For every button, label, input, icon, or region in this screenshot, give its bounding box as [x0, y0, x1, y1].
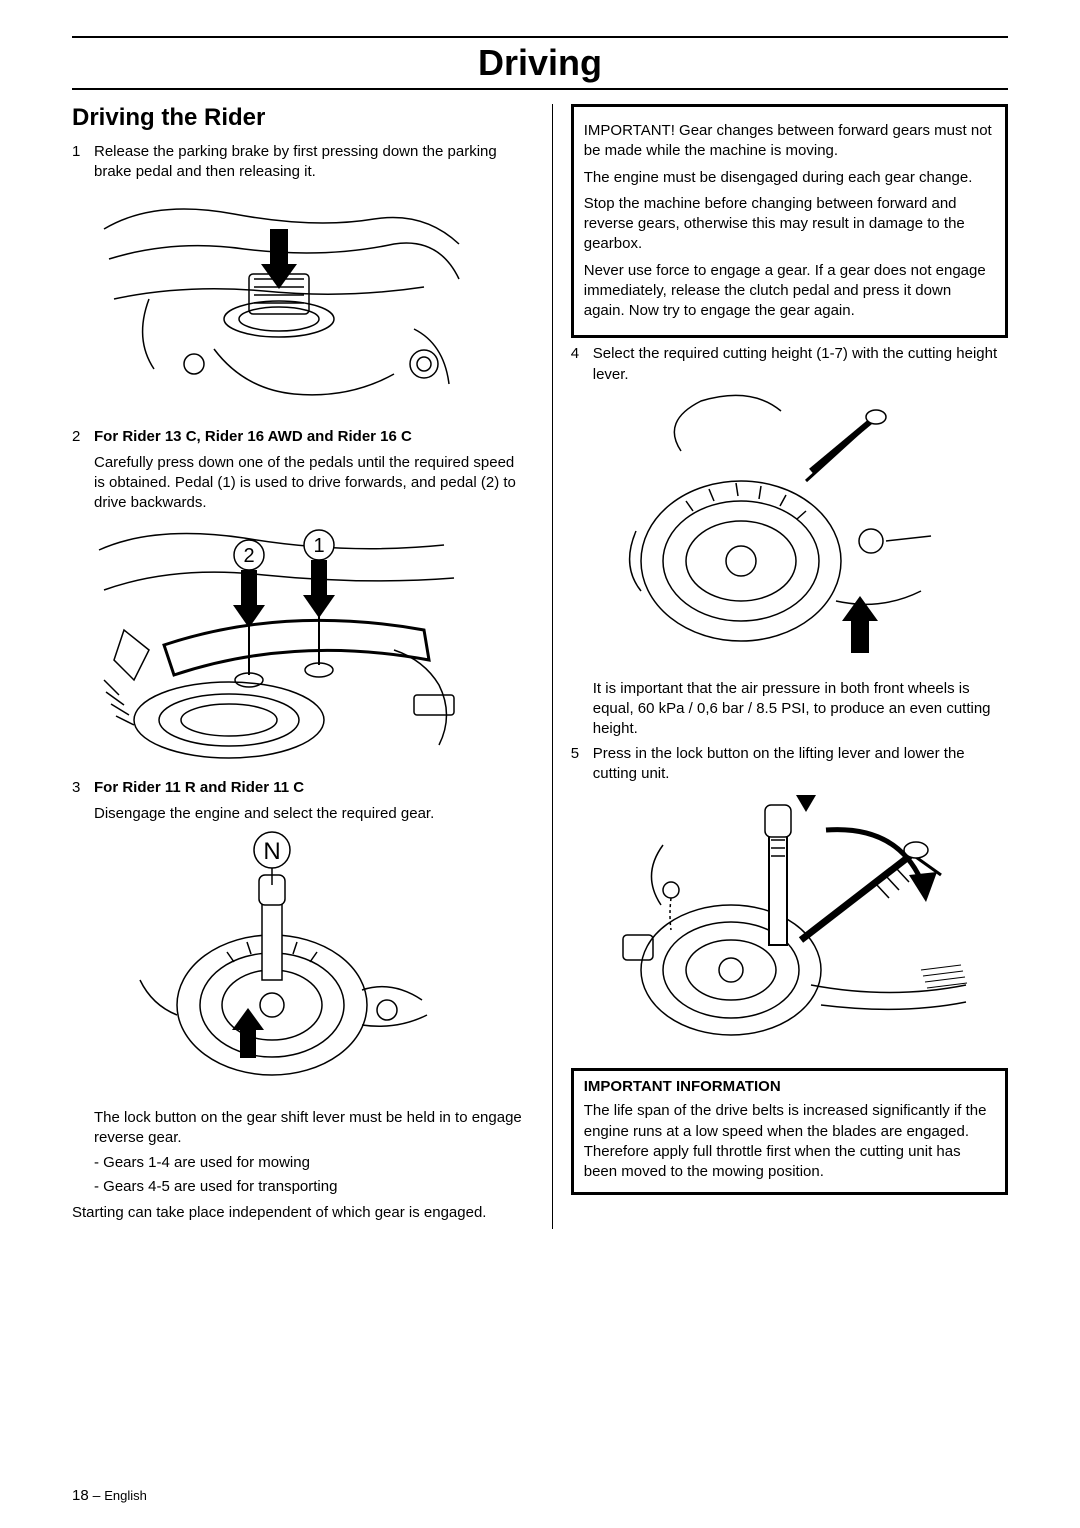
section-title: Driving the Rider: [72, 104, 528, 132]
gear-note-b: - Gears 4-5 are used for transporting: [94, 1177, 528, 1197]
info-heading: IMPORTANT INFORMATION: [584, 1077, 995, 1097]
important-box: IMPORTANT! Gear changes between forward …: [571, 104, 1008, 338]
footer-sep: –: [89, 1487, 105, 1503]
important-p1: IMPORTANT! Gear changes between forward …: [584, 121, 995, 162]
figure-lifting-lever: [601, 790, 971, 1050]
important-p4: Never use force to engage a gear. If a g…: [584, 261, 995, 322]
info-text: The life span of the drive belts is incr…: [584, 1101, 995, 1182]
pedal-2-label: 2: [243, 545, 254, 567]
left-column: Driving the Rider 1 Release the parking …: [72, 104, 528, 1229]
step-3: 3 For Rider 11 R and Rider 11 C Disengag…: [72, 778, 528, 825]
step-body: For Rider 13 C, Rider 16 AWD and Rider 1…: [94, 427, 528, 514]
pedal-1-label: 1: [313, 535, 324, 557]
step-text: Carefully press down one of the pedals u…: [94, 453, 528, 514]
step-2: 2 For Rider 13 C, Rider 16 AWD and Rider…: [72, 427, 528, 514]
important-p3: Stop the machine before changing between…: [584, 194, 995, 255]
step-5: 5 Press in the lock button on the liftin…: [571, 744, 1008, 785]
figure-gear-shift: N: [132, 830, 502, 1100]
step-text: Select the required cutting height (1-7)…: [593, 344, 1008, 385]
neutral-label: N: [263, 838, 280, 865]
step-number: 5: [571, 744, 593, 785]
footer-lang: English: [104, 1488, 147, 1503]
figure-parking-brake: [94, 189, 464, 419]
right-column: IMPORTANT! Gear changes between forward …: [552, 104, 1008, 1229]
figure-cutting-height: [611, 391, 981, 671]
step-number: 1: [72, 142, 94, 183]
step-4: 4 Select the required cutting height (1-…: [571, 344, 1008, 385]
step-body: For Rider 11 R and Rider 11 C Disengage …: [94, 778, 528, 825]
manual-page: Driving Driving the Rider 1 Release the …: [0, 0, 1080, 1528]
step-number: 2: [72, 427, 94, 514]
start-note: Starting can take place independent of w…: [72, 1203, 528, 1223]
step-number: 4: [571, 344, 593, 385]
step-heading: For Rider 13 C, Rider 16 AWD and Rider 1…: [94, 427, 528, 447]
step-heading: For Rider 11 R and Rider 11 C: [94, 778, 528, 798]
step-text: Release the parking brake by first press…: [94, 142, 528, 183]
step-text: Press in the lock button on the lifting …: [593, 744, 1008, 785]
page-footer: 18 – English: [72, 1487, 147, 1504]
two-column-layout: Driving the Rider 1 Release the parking …: [72, 104, 1008, 1229]
page-title: Driving: [72, 42, 1008, 90]
important-p2: The engine must be disengaged during eac…: [584, 168, 995, 188]
lock-note: The lock button on the gear shift lever …: [94, 1108, 528, 1149]
figure-pedals: 1 2: [94, 520, 464, 770]
gear-note-a: - Gears 1-4 are used for mowing: [94, 1153, 528, 1173]
important-information-box: IMPORTANT INFORMATION The life span of t…: [571, 1068, 1008, 1195]
step-number: 3: [72, 778, 94, 825]
step-1: 1 Release the parking brake by first pre…: [72, 142, 528, 183]
air-pressure-note: It is important that the air pressure in…: [593, 679, 1008, 740]
step-text: Disengage the engine and select the requ…: [94, 804, 528, 824]
page-number: 18: [72, 1487, 89, 1504]
top-rule: [72, 36, 1008, 38]
